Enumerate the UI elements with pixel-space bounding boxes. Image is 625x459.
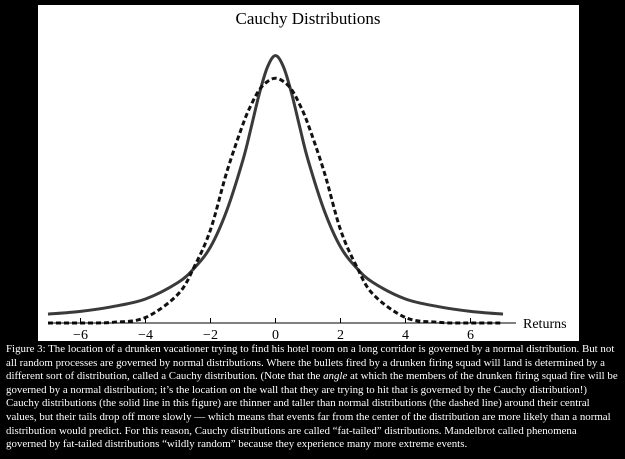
x-tick-label: 0 — [272, 328, 279, 341]
x-tick-label: 6 — [467, 328, 474, 341]
x-axis-ticks: −6 −4 −2 0 2 4 6 — [73, 318, 474, 341]
x-axis-label: Returns — [523, 317, 567, 332]
x-tick-label: −2 — [203, 328, 218, 341]
x-tick-label: 4 — [402, 328, 409, 341]
cauchy-curve-solid — [47, 54, 504, 316]
normal-curve-dashed — [47, 76, 504, 325]
caption-part-1: Figure 3: The location of a drunken vaca… — [6, 343, 615, 383]
x-tick-label: 2 — [337, 328, 344, 341]
figure-caption: Figure 3: The location of a drunken vaca… — [6, 343, 618, 452]
series-layer — [47, 54, 504, 325]
figure-panel: Cauchy Distributions −6 −4 −2 0 2 4 6 Returns — [38, 5, 579, 341]
cauchy-chart: Cauchy Distributions −6 −4 −2 0 2 4 6 Returns — [47, 9, 567, 341]
x-tick-label: −6 — [73, 328, 88, 341]
chart-title: Cauchy Distributions — [236, 9, 381, 28]
caption-emphasis: angle — [323, 370, 348, 383]
x-tick-label: −4 — [138, 328, 153, 341]
caption-part-2: at which the members of the drunken firi… — [6, 370, 618, 451]
